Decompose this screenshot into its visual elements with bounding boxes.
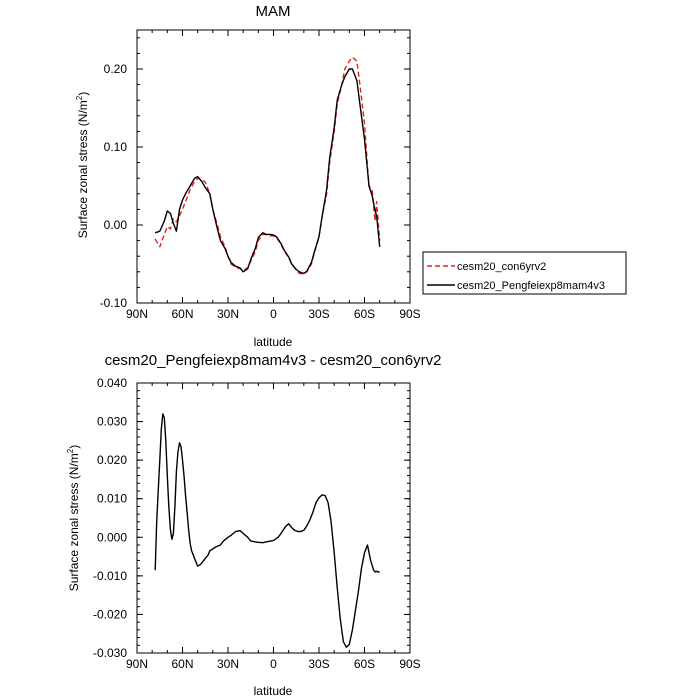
x-tick-label: 60N	[171, 307, 193, 321]
y-tick-label: 0.20	[104, 62, 128, 76]
y-tick-label: 0.10	[104, 140, 128, 154]
x-tick-label: 30N	[217, 307, 239, 321]
axis-ticks: 90N 60N 30N 0 30S 60S 90S -0.10 0.00 0.10 0.20	[100, 30, 421, 321]
x-tick-label: 90S	[399, 307, 420, 321]
legend-label-con6yrv2: cesm20_con6yrv2	[457, 261, 546, 273]
y-tick-label: 0.010	[97, 492, 127, 506]
series-line-cesm20_con6yrv2	[154, 56, 381, 275]
y-tick-label: 0.000	[97, 530, 127, 544]
series-group	[154, 413, 380, 648]
lower-panel-difference: cesm20_Pengfeiexp8mam4v3 - cesm20_con6yr…	[66, 352, 441, 698]
x-tick-label: 0	[270, 307, 277, 321]
x-tick-label: 30S	[308, 307, 329, 321]
legend: cesm20_con6yrv2 cesm20_Pengfeiexp8mam4v3	[422, 251, 627, 295]
y-axis-label: Surface zonal stress (N/m2)	[75, 92, 90, 239]
y-tick-label: -0.010	[93, 569, 127, 583]
y-tick-label: 0.020	[97, 453, 127, 467]
y-tick-label: 0.040	[97, 376, 127, 390]
x-tick-label: 90N	[126, 657, 148, 671]
y-tick-label: -0.030	[93, 646, 127, 660]
x-tick-label: 90N	[126, 307, 148, 321]
series-line-cesm20_Pengfeiexp8mam4v3	[154, 68, 381, 275]
x-tick-label: 30S	[308, 657, 329, 671]
x-tick-label: 60S	[354, 657, 375, 671]
y-axis-label: Surface zonal stress (N/m2)	[66, 445, 81, 592]
x-tick-label: 90S	[399, 657, 420, 671]
chart-title: MAM	[256, 3, 291, 20]
legend-box	[422, 251, 627, 295]
y-tick-label: -0.020	[93, 607, 127, 621]
x-axis-label: latitude	[254, 684, 293, 698]
x-tick-label: 0	[270, 657, 277, 671]
axis-ticks: 90N 60N 30N 0 30S 60S 90S -0.030 -0.020 -0.010 0.0…	[93, 376, 421, 671]
series-line-series-0	[154, 413, 380, 648]
plot-frame	[136, 29, 411, 304]
legend-label-pengfei: cesm20_Pengfeiexp8mam4v3	[457, 280, 605, 292]
x-tick-label: 30N	[217, 657, 239, 671]
x-axis-label: latitude	[254, 335, 293, 349]
upper-panel-mam: MAM latitude Surface zonal stress (N/m2)…	[75, 3, 421, 349]
series-group	[154, 56, 381, 275]
x-tick-label: 60S	[354, 307, 375, 321]
chart-title: cesm20_Pengfeiexp8mam4v3 - cesm20_con6yr…	[105, 352, 442, 369]
y-tick-label: 0.030	[97, 415, 127, 429]
x-tick-label: 60N	[171, 657, 193, 671]
plot-frame	[136, 382, 411, 654]
y-tick-label: 0.00	[104, 218, 128, 232]
y-tick-label: -0.10	[100, 296, 128, 310]
